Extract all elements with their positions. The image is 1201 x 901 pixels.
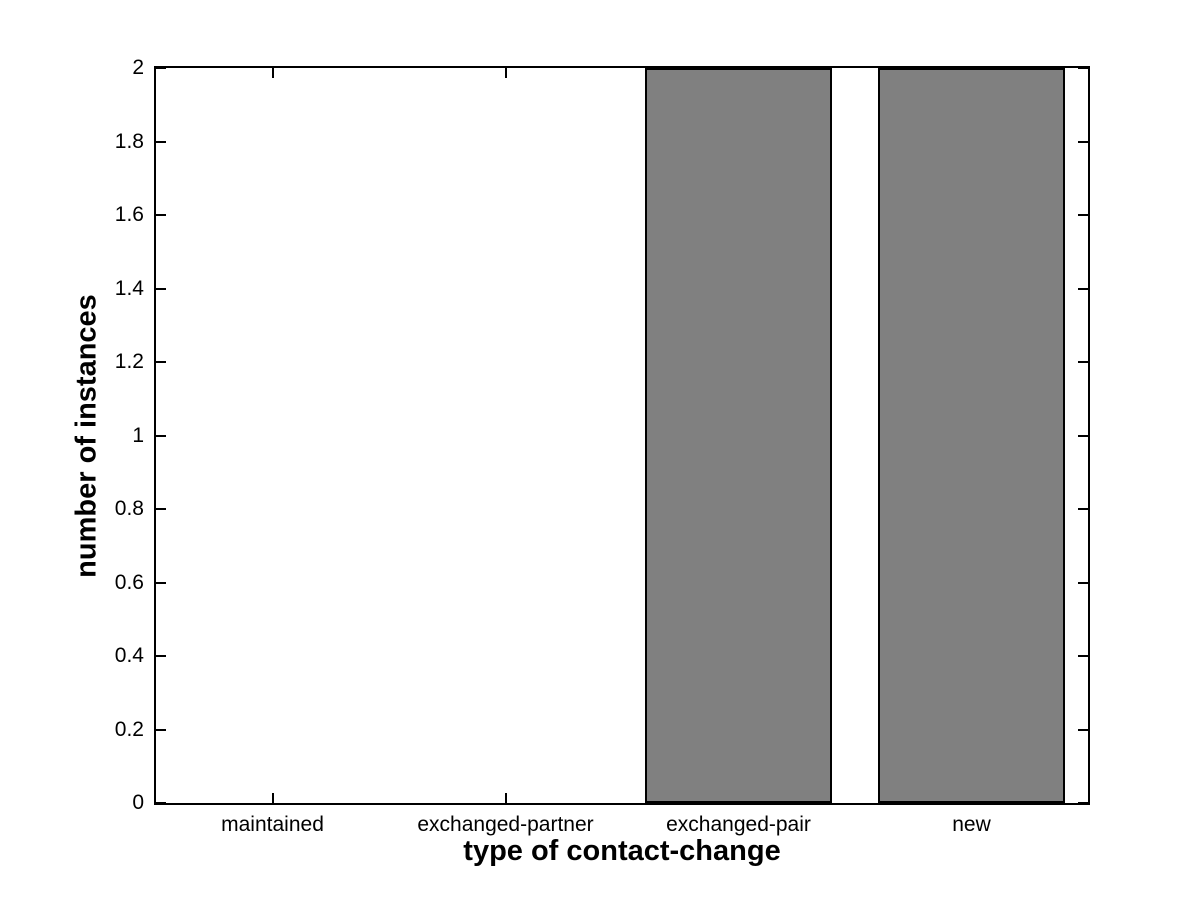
- y-tick-mirror: [1078, 508, 1088, 510]
- y-axis-label: number of instances: [70, 294, 103, 578]
- x-axis-label: type of contact-change: [463, 835, 781, 867]
- bar: [645, 68, 832, 803]
- y-tick-label: 0: [132, 791, 144, 814]
- y-tick-mirror: [1078, 288, 1088, 290]
- y-tick-mirror: [1078, 582, 1088, 584]
- y-tick: [156, 141, 166, 143]
- y-tick: [156, 361, 166, 363]
- x-tick: [271, 793, 274, 803]
- y-tick-label: 0.4: [114, 644, 144, 667]
- y-tick-label: 2: [132, 56, 144, 79]
- y-tick-mirror: [1078, 435, 1088, 437]
- x-tick-mirror: [271, 68, 274, 78]
- y-tick: [156, 288, 166, 290]
- y-tick-mirror: [1078, 214, 1088, 216]
- x-tick: [504, 793, 507, 803]
- y-tick: [156, 729, 166, 731]
- y-tick: [156, 802, 166, 804]
- bar: [878, 68, 1065, 803]
- x-tick-label: exchanged-pair: [666, 813, 811, 836]
- y-tick-mirror: [1078, 361, 1088, 363]
- y-tick-label: 1.4: [114, 277, 144, 300]
- y-tick-label: 1.6: [114, 203, 144, 226]
- y-tick-label: 0.2: [114, 718, 144, 741]
- y-tick-mirror: [1078, 141, 1088, 143]
- y-tick: [156, 655, 166, 657]
- y-tick: [156, 508, 166, 510]
- y-tick: [156, 67, 166, 69]
- y-tick-mirror: [1078, 655, 1088, 657]
- plot-area: 0 0.2 0.4 0.6 0.8 1 1.2 1.4 1.6 1.8 2 maintained exc…: [115, 56, 1090, 836]
- y-tick-label: 1: [132, 424, 144, 447]
- x-tick-label: exchanged-partner: [417, 813, 594, 836]
- y-tick-label: 1.2: [114, 350, 144, 373]
- y-tick-mirror: [1078, 729, 1088, 731]
- y-tick-mirror: [1078, 67, 1088, 69]
- x-tick-label: new: [952, 813, 991, 836]
- y-tick-label: 1.8: [114, 130, 144, 153]
- y-tick: [156, 435, 166, 437]
- x-tick-mirror: [504, 68, 507, 78]
- y-tick-mirror: [1078, 802, 1088, 804]
- y-tick-label: 0.8: [114, 497, 144, 520]
- y-tick: [156, 214, 166, 216]
- x-tick-label: maintained: [221, 813, 324, 836]
- y-tick-label: 0.6: [114, 571, 144, 594]
- y-tick: [156, 582, 166, 584]
